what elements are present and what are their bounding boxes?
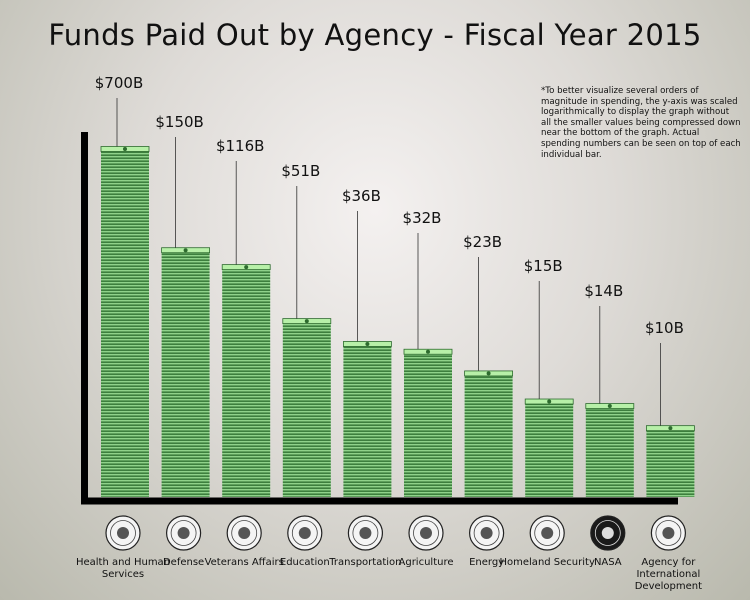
value-label: $116B — [216, 137, 264, 155]
transportation-seal-icon — [347, 515, 383, 551]
category-label: Energy — [469, 557, 505, 568]
bar — [101, 149, 149, 497]
bar-top-seal — [668, 426, 673, 431]
value-label: $23B — [463, 233, 502, 251]
bar-top-seal — [123, 147, 127, 152]
bar — [585, 406, 634, 497]
category-label: Homeland Security — [499, 557, 595, 568]
bar — [282, 321, 331, 497]
hhs-seal-icon — [105, 515, 141, 551]
bar — [464, 373, 513, 497]
category-label: Education — [279, 557, 330, 568]
bar — [343, 344, 392, 497]
bar-top-seal — [183, 248, 188, 253]
education-seal-icon — [287, 515, 323, 551]
defense-seal-icon — [166, 515, 202, 551]
bar — [646, 428, 695, 497]
chart-title: Funds Paid Out by Agency - Fiscal Year 2… — [48, 18, 702, 52]
value-label: $15B — [524, 257, 563, 275]
log-scale-note: *To better visualize several orders of m… — [541, 86, 741, 160]
bar-top-seal — [607, 404, 612, 409]
value-label: $36B — [342, 187, 381, 205]
bar-top-seal — [547, 399, 552, 404]
value-label: $32B — [403, 209, 442, 227]
bar — [161, 250, 210, 497]
bar-top-seal — [304, 319, 309, 324]
category-label: Health and Human Services — [75, 557, 171, 580]
category-label: Veterans Affairs — [204, 557, 284, 568]
bar-top-seal — [244, 265, 249, 270]
value-label: $700B — [95, 74, 143, 92]
agriculture-seal-icon — [408, 515, 444, 551]
bar-top-seal — [365, 341, 370, 346]
energy-seal-icon — [469, 515, 505, 551]
bar — [404, 352, 452, 497]
category-label: Transportation — [329, 557, 402, 568]
bar-top-seal — [426, 349, 430, 354]
bar — [222, 267, 271, 497]
bar — [525, 402, 574, 497]
category-label: Defense — [162, 557, 205, 568]
axis-lines — [81, 132, 678, 505]
usaid-seal-icon — [650, 515, 687, 551]
value-label: $150B — [155, 113, 203, 131]
va-seal-icon — [226, 515, 262, 551]
bar-top-seal — [486, 371, 491, 376]
value-label: $51B — [281, 162, 320, 180]
value-label: $10B — [645, 319, 684, 337]
category-label: Agency for International Development — [634, 557, 703, 592]
category-label: NASA — [593, 557, 622, 568]
nasa-logo-icon — [590, 515, 626, 551]
value-label: $14B — [584, 282, 623, 300]
category-label: Agriculture — [398, 557, 454, 568]
homeland-security-seal-icon — [529, 515, 565, 551]
